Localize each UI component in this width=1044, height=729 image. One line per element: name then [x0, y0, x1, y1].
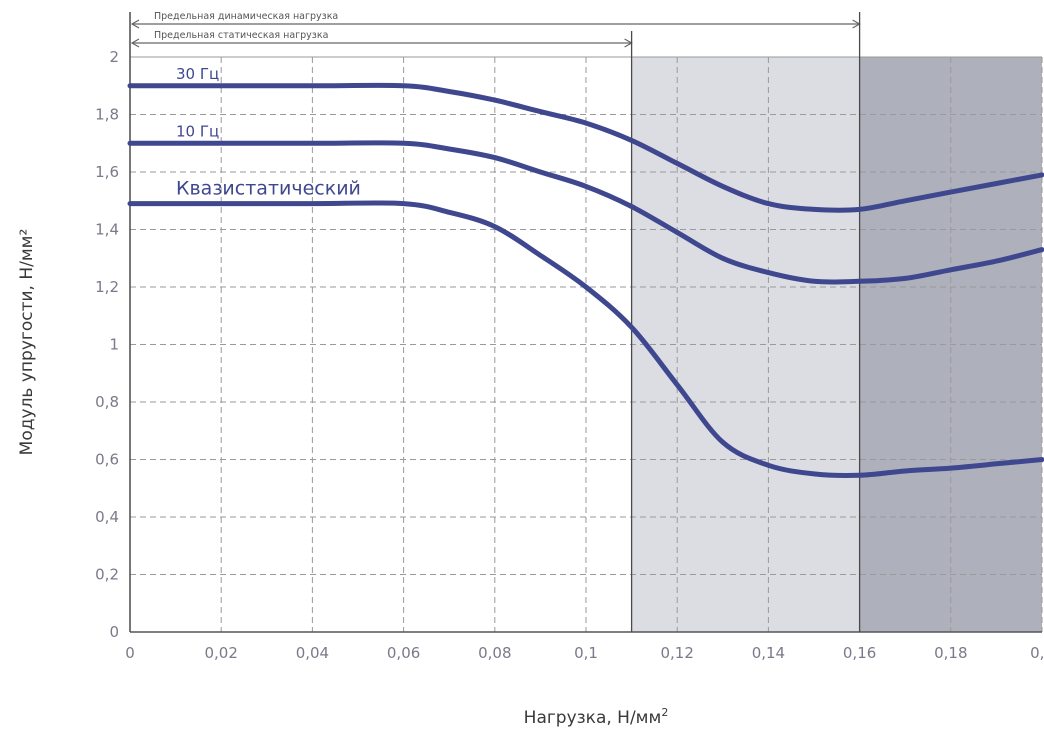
x-tick-label: 0,1: [574, 644, 598, 662]
y-tick-label: 1: [109, 336, 119, 354]
series-label-1: 30 Гц: [176, 65, 219, 83]
x-tick-label: 0,12: [660, 644, 693, 662]
y-axis-title: Модуль упругости, Н/мм²: [17, 229, 37, 456]
x-tick-label: 0,18: [934, 644, 967, 662]
y-tick-label: 0,6: [95, 451, 119, 469]
y-tick-label: 2: [109, 48, 119, 66]
series-label-2: 10 Гц: [176, 122, 219, 140]
y-tick-label: 1,2: [95, 278, 119, 296]
limit-static: Предельная статическая нагрузка: [130, 30, 633, 632]
y-tick-label: 0,4: [95, 508, 119, 526]
x-tick-label: 0,04: [296, 644, 329, 662]
limit-dynamic: Предельная динамическая нагрузка: [130, 11, 861, 632]
series-line-1: [127, 82, 1044, 213]
x-tick-label: 0,16: [843, 644, 876, 662]
series-labels: 30 Гц 10 Гц Квазистатический: [176, 65, 361, 200]
series: [127, 82, 1044, 479]
tick-labels: 0 0,02 0,04 0,06 0,08 0,1 0,12 0,14 0,16 0,18 0,2 0…: [95, 48, 1044, 662]
y-tick-label: 1,8: [95, 106, 119, 124]
limit-label: Предельная динамическая нагрузка: [154, 11, 338, 22]
series-label-3: Квазистатический: [176, 178, 361, 200]
limit-label: Предельная статическая нагрузка: [154, 30, 328, 41]
load-limits: Предельная динамическая нагрузка Предельн…: [130, 11, 861, 632]
y-tick-label: 1,6: [95, 163, 119, 181]
y-tick-label: 0,8: [95, 393, 119, 411]
y-tick-label: 1,4: [95, 221, 119, 239]
x-tick-label: 0,14: [752, 644, 785, 662]
series-line-3: [127, 200, 1044, 479]
series-line-2: [127, 140, 1044, 285]
y-tick-label: 0,2: [95, 566, 119, 584]
x-tick-label: 0,02: [204, 644, 237, 662]
limit-arrowhead-left: [130, 38, 140, 48]
axes: [129, 12, 1042, 633]
x-axis-title: Нагрузка, Н/мм2: [524, 706, 669, 728]
x-tick-label: 0: [125, 644, 135, 662]
limit-arrowhead-left: [130, 19, 140, 29]
x-tick-label: 0,06: [387, 644, 420, 662]
y-tick-label: 0: [109, 623, 119, 641]
x-tick-label: 0,2: [1030, 644, 1044, 662]
x-tick-label: 0,08: [478, 644, 511, 662]
